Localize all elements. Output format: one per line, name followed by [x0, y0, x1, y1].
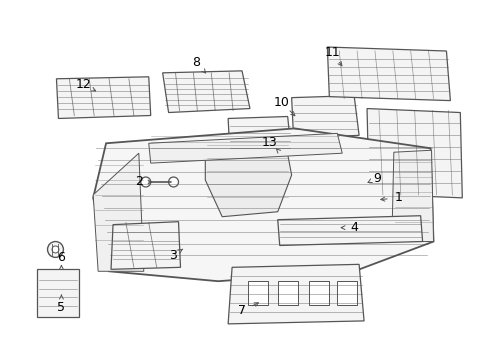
- Text: 1: 1: [394, 192, 402, 204]
- Text: 11: 11: [324, 46, 340, 59]
- Bar: [337, 281, 356, 305]
- Circle shape: [168, 177, 178, 187]
- Polygon shape: [228, 117, 291, 158]
- Polygon shape: [163, 71, 249, 113]
- Text: 5: 5: [57, 301, 65, 314]
- Text: 4: 4: [349, 221, 357, 234]
- Text: 13: 13: [262, 136, 277, 149]
- Polygon shape: [228, 264, 364, 324]
- Polygon shape: [148, 133, 342, 163]
- Bar: [277, 281, 297, 305]
- Polygon shape: [277, 216, 422, 246]
- Polygon shape: [37, 269, 79, 317]
- Text: 3: 3: [168, 249, 176, 262]
- Text: 9: 9: [372, 171, 380, 185]
- Text: 12: 12: [75, 78, 91, 91]
- Polygon shape: [326, 47, 449, 100]
- Text: 8: 8: [192, 57, 200, 69]
- Circle shape: [52, 246, 59, 253]
- Polygon shape: [56, 77, 150, 118]
- Text: 2: 2: [135, 175, 142, 189]
- Text: 10: 10: [273, 96, 289, 109]
- Polygon shape: [93, 153, 143, 271]
- Polygon shape: [366, 109, 461, 198]
- Bar: [309, 281, 328, 305]
- Polygon shape: [205, 138, 291, 217]
- Bar: [247, 281, 267, 305]
- Circle shape: [47, 242, 63, 257]
- Polygon shape: [291, 96, 358, 138]
- Polygon shape: [93, 129, 433, 281]
- Circle shape: [141, 177, 150, 187]
- Polygon shape: [111, 222, 180, 269]
- Text: 7: 7: [238, 305, 245, 318]
- Polygon shape: [391, 150, 433, 242]
- Text: 6: 6: [58, 251, 65, 264]
